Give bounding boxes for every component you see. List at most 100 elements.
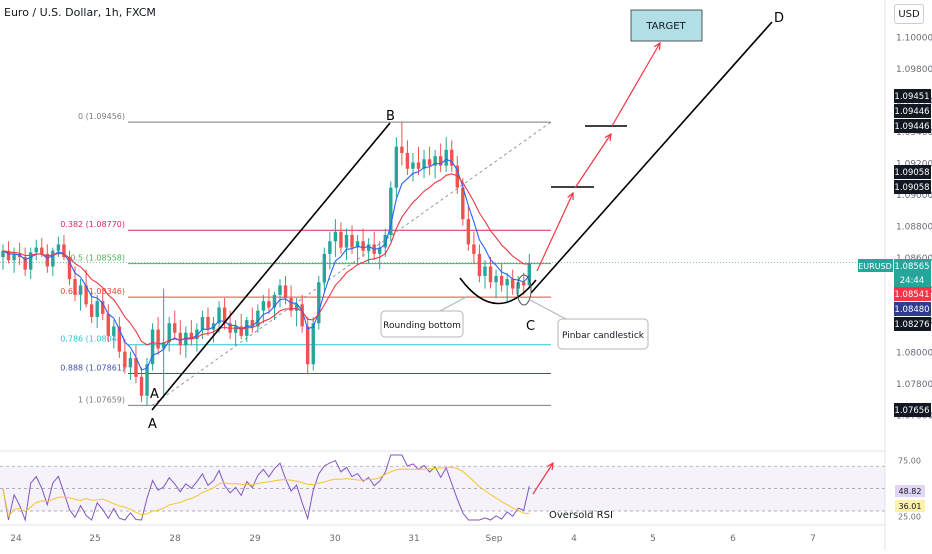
- candle-body: [389, 187, 393, 235]
- price-axis-tag: [894, 302, 931, 316]
- candle-body: [67, 257, 72, 280]
- candle-body: [89, 304, 94, 317]
- pinbar-ellipse: [516, 274, 532, 306]
- price-axis-tag-label: 1.08541: [894, 290, 929, 300]
- candle-body: [178, 332, 182, 346]
- rsi-arrow: [532, 462, 554, 495]
- candle-body: [189, 332, 194, 340]
- candle-body: [355, 241, 360, 248]
- trendline-ab: [151, 122, 391, 411]
- candle-body: [117, 326, 122, 352]
- candle-body: [256, 310, 260, 327]
- candle-body: [222, 307, 227, 324]
- point-c-label: C: [526, 319, 535, 334]
- ema-slow-line: [2, 173, 530, 346]
- candle-body: [322, 253, 327, 283]
- projection-arrow-2: [574, 133, 612, 189]
- price-axis-tag-label: 1.09446: [894, 122, 929, 132]
- rounding-bottom-label: Rounding bottom: [383, 321, 461, 331]
- point-a-label: A: [148, 417, 157, 432]
- candle-body: [416, 162, 421, 169]
- x-tick-label: 7: [810, 534, 816, 544]
- candle-body: [112, 326, 116, 336]
- candle-body: [56, 244, 61, 251]
- fibonacci-levels: 0 (1.09456) 0.382 (1.08770) 0.5 (1.08558) 0…: [0, 112, 885, 406]
- rsi-line: [2, 454, 530, 522]
- rsi-tick-label: 25.00: [898, 513, 921, 522]
- moving-averages: [2, 158, 530, 371]
- rsi-panel: 75.00 25.00 48.82 36.01: [0, 450, 925, 522]
- point-a-label-small: A: [150, 387, 159, 402]
- rounding-bottom-pointer: [439, 295, 469, 312]
- candle-body: [40, 247, 44, 254]
- x-tick-label: 30: [329, 534, 341, 544]
- rsi-ma-label: 36.01: [899, 502, 922, 511]
- candle-body: [267, 301, 271, 308]
- candle-body: [145, 364, 149, 396]
- candle-body: [12, 253, 16, 261]
- x-tick-label: 5: [650, 534, 656, 544]
- candle-body: [45, 253, 50, 267]
- price-axis-tag: [894, 273, 931, 287]
- trendline-cd: [530, 21, 773, 294]
- rsi-value-tag: [895, 485, 925, 497]
- rsi-value-label: 48.82: [899, 487, 922, 496]
- projection-arrow-3: [611, 42, 661, 127]
- candle-body: [411, 162, 415, 169]
- candle-body: [510, 279, 515, 289]
- candle-body: [173, 323, 177, 333]
- candle-body: [339, 231, 343, 248]
- candle-body: [317, 282, 321, 324]
- x-tick-label: 31: [408, 534, 419, 544]
- candle-body: [278, 285, 282, 295]
- price-axis-tag-label: 1.09446: [894, 107, 929, 117]
- candle-body: [344, 234, 349, 248]
- y-tick-label: 1.08000: [896, 349, 932, 359]
- x-tick-label: 25: [89, 534, 100, 544]
- candle-body: [62, 244, 66, 258]
- candle-body: [400, 146, 404, 153]
- rsi-arrow-head: [546, 461, 554, 471]
- candle-body: [200, 316, 205, 330]
- candle-body: [289, 298, 293, 311]
- candle-body: [328, 241, 332, 254]
- ema-fast-line: [2, 158, 530, 371]
- fib-label: 0 (1.09456): [78, 112, 125, 121]
- candle-body: [51, 250, 55, 267]
- projection-arrow-3-head: [653, 41, 661, 51]
- candle-body: [106, 313, 110, 336]
- price-axis-tag: [894, 89, 931, 103]
- candle-body: [128, 357, 133, 368]
- price-axis-tag-label: 24:44: [900, 276, 925, 286]
- x-tick-label: 29: [249, 534, 261, 544]
- candle-body: [73, 279, 77, 295]
- price-axis-tag-label: 1.08276: [894, 320, 929, 330]
- x-tick-label: 4: [571, 534, 577, 544]
- candle-body: [499, 275, 504, 286]
- rounding-bottom-arc: [459, 277, 537, 305]
- candle-body: [444, 149, 448, 166]
- candle-body: [167, 323, 171, 343]
- candle-body: [217, 307, 221, 324]
- fib-label: 1 (1.07659): [78, 395, 125, 404]
- oversold-rsi-label: Oversold RSI: [549, 510, 613, 521]
- target-label: TARGET: [645, 21, 686, 32]
- candle-body: [250, 320, 254, 327]
- candle-body: [466, 219, 471, 245]
- y-tick-label: 1.09200: [896, 159, 932, 169]
- candle-body: [477, 253, 482, 276]
- x-tick-label: Sep: [486, 534, 503, 544]
- pinbar-pointer: [529, 299, 567, 320]
- fib-label: 0.5 (1.08558): [70, 254, 125, 263]
- candle-body: [333, 231, 338, 242]
- candle-body: [195, 329, 199, 340]
- candle-body: [139, 376, 144, 396]
- y-tick-label: 1.10000: [896, 33, 932, 43]
- currency-button[interactable]: USD: [894, 4, 924, 24]
- candle-body: [233, 326, 238, 333]
- fib-label: 0.888 (1.07861): [60, 364, 125, 373]
- candle-body: [272, 294, 277, 308]
- candle-body: [450, 149, 454, 166]
